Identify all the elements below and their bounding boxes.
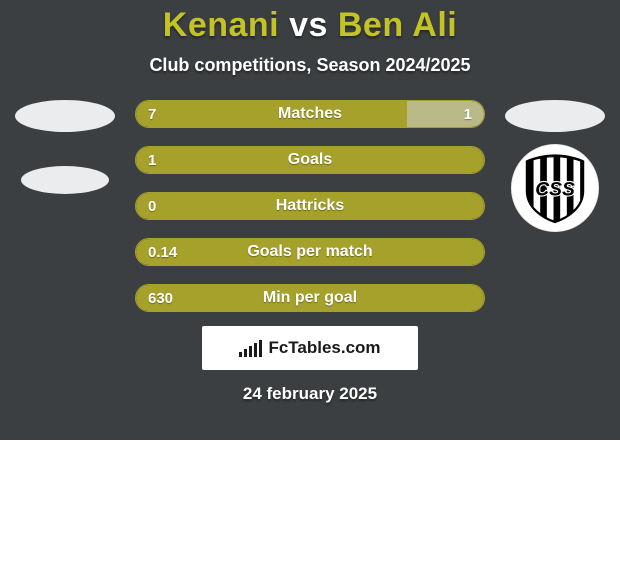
stat-bar: 630Min per goal — [135, 284, 485, 312]
stat-bar: 0.14Goals per match — [135, 238, 485, 266]
left-club-logo-placeholder — [21, 166, 109, 194]
title-player-right: Ben Ali — [338, 6, 457, 44]
page-title: Kenani vs Ben Ali — [0, 0, 620, 45]
watermark: FcTables.com — [202, 326, 418, 370]
footer-date: 24 february 2025 — [0, 384, 620, 404]
left-player-photo-placeholder — [15, 100, 115, 132]
stat-bar-full-seg — [136, 285, 484, 311]
right-player-photo-placeholder — [505, 100, 605, 132]
left-player-column — [13, 100, 117, 194]
comparison-stage: 71Matches 1Goals 0Hattricks 0.14Goals per m… — [0, 100, 620, 312]
title-player-left: Kenani — [163, 6, 279, 44]
stat-bar-full-seg — [136, 239, 484, 265]
signal-bars-icon — [239, 339, 262, 357]
watermark-text: FcTables.com — [268, 338, 380, 358]
css-sfaxien-badge-icon: CSS — [518, 151, 592, 225]
stat-bar-full-seg — [136, 147, 484, 173]
right-club-logo: CSS — [511, 144, 599, 232]
stat-bar: 71Matches — [135, 100, 485, 128]
svg-text:CSS: CSS — [535, 179, 575, 200]
stat-bar: 1Goals — [135, 146, 485, 174]
comparison-card: Kenani vs Ben Ali Club competitions, Sea… — [0, 0, 620, 440]
stat-bar-full-seg — [136, 193, 484, 219]
stat-bars: 71Matches 1Goals 0Hattricks 0.14Goals per m… — [135, 100, 485, 312]
subtitle: Club competitions, Season 2024/2025 — [0, 55, 620, 76]
stat-bar-left-seg — [136, 101, 407, 127]
title-vs: vs — [289, 6, 328, 44]
stat-bar-right-seg — [407, 101, 484, 127]
stat-bar: 0Hattricks — [135, 192, 485, 220]
right-player-column: CSS — [503, 100, 607, 232]
